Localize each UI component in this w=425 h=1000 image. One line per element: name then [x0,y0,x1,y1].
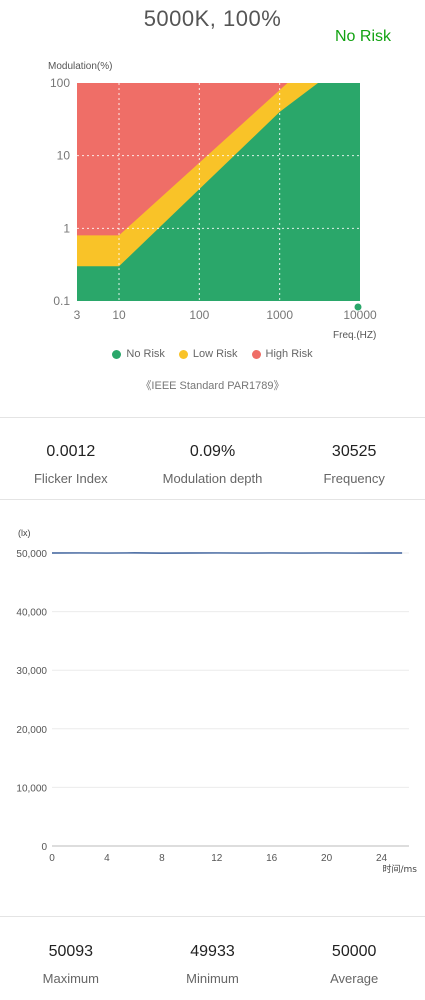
x-tick-label: 24 [376,853,388,864]
standard-reference: 《IEEE Standard PAR1789》 [140,380,285,392]
stat-value: 50093 [48,943,94,960]
legend-item-low-risk: Low Risk [178,348,238,360]
measured-point [353,302,363,312]
legend-label-high-risk: High Risk [265,348,313,360]
x-tick-label: 100 [189,308,209,322]
risk-status-label: No Risk [334,28,391,45]
y-axis-label: Modulation(%) [48,61,112,72]
y-tick-label: 0 [41,842,47,853]
x-tick-label: 4 [104,853,110,864]
y-tick-label: 100 [50,76,70,90]
y-tick-label: 10,000 [16,783,47,794]
x-tick-label: 8 [159,853,165,864]
x-tick-label: 10000 [343,308,377,322]
y-tick-label: 1 [63,221,70,235]
stat-label: Minimum [186,971,239,986]
legend-dot-no-risk [112,349,122,359]
stat-value: 0.09% [189,443,236,460]
y-tick-label: 40,000 [16,608,47,619]
stat-value: 50000 [331,943,377,960]
stat-label: Modulation depth [162,471,263,486]
x-axis-label: Freq.(HZ) [333,330,376,341]
divider [0,417,425,418]
legend-item-no-risk: No Risk [112,348,165,360]
y-tick-label: 0.1 [53,294,70,308]
illuminance-chart: 0 10,000 20,000 30,000 40,000 50,000 0 4 8 12 16 20… [16,528,418,875]
stat-value: 0.0012 [46,443,96,460]
stat-label: Flicker Index [33,471,108,486]
stat-label: Average [330,971,379,986]
illuminance-stats: 50093 Maximum 49933 Minimum 50000 Averag… [0,943,425,986]
divider [0,499,425,500]
legend-label-low-risk: Low Risk [192,348,238,360]
x-tick-label: 0 [49,853,55,864]
stat-frequency: 30525 Frequency [283,443,425,486]
y-tick-label: 10 [57,149,71,163]
legend-label-no-risk: No Risk [126,348,165,360]
stat-label: Frequency [323,471,385,486]
y-tick-label: 30,000 [16,666,47,677]
region-no-risk [77,83,360,301]
x-tick-label: 10 [112,308,126,322]
x-tick-label: 16 [266,853,278,864]
y-tick-label: 50,000 [16,549,47,560]
stat-modulation-depth: 0.09% Modulation depth [142,443,284,486]
x-tick-label: 1000 [266,308,293,322]
legend-dot-low-risk [178,349,188,359]
x-axis-label: 时间/ms [383,863,418,875]
legend-dot-high-risk [251,349,261,359]
flicker-risk-chart: 0.1 1 10 100 3 10 100 1000 10000 Modulation(%) Fre… [48,61,377,341]
stat-maximum: 50093 Maximum [0,943,142,986]
y-axis-label: (lx) [18,528,31,538]
x-tick-label: 12 [211,853,223,864]
risk-legend: No Risk Low Risk High Risk [0,348,425,360]
divider [0,916,425,917]
y-tick-label: 20,000 [16,725,47,736]
x-tick-label: 20 [321,853,333,864]
x-tick-label: 3 [74,308,81,322]
stat-minimum: 49933 Minimum [142,943,284,986]
page-title: 5000K, 100% [143,6,282,31]
stat-average: 50000 Average [283,943,425,986]
flicker-stats: 0.0012 Flicker Index 0.09% Modulation de… [0,443,425,486]
legend-item-high-risk: High Risk [251,348,313,360]
stat-label: Maximum [42,971,99,986]
stat-flicker-index: 0.0012 Flicker Index [0,443,142,486]
stat-value: 49933 [190,943,235,960]
stat-value: 30525 [331,443,377,460]
